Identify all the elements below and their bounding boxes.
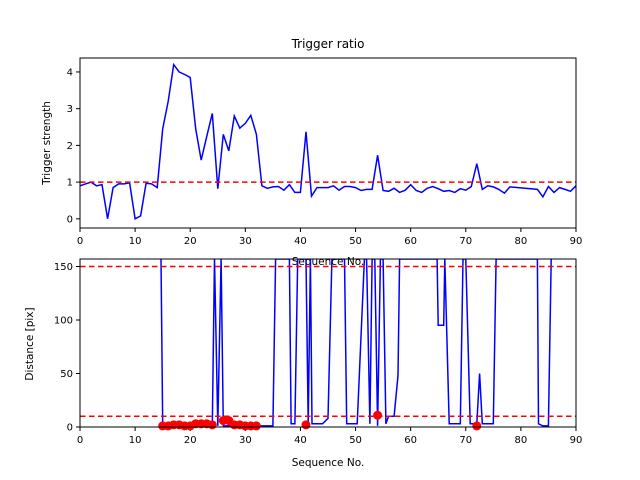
x-tick-label: 70 (459, 435, 472, 446)
x-tick-label: 10 (129, 236, 142, 247)
x-tick-label: 50 (349, 435, 362, 446)
x-ticks: 0 10 20 30 40 50 60 70 80 90 (77, 427, 583, 446)
distance-chart: Distance [pix] Sequence No. 0 10 20 30 40 50 6… (24, 258, 583, 469)
y-tick-label: 150 (54, 262, 73, 273)
data-point (373, 410, 383, 420)
y-tick-label: 4 (67, 67, 73, 78)
x-tick-label: 20 (184, 435, 197, 446)
plot-frame (79, 258, 577, 428)
x-tick-label: 60 (404, 236, 417, 247)
x-ticks: 0 10 20 30 40 50 60 70 80 90 (77, 228, 583, 247)
y-tick-label: 100 (54, 315, 73, 326)
x-tick-label: 0 (77, 435, 83, 446)
y-tick-label: 1 (67, 178, 73, 189)
chart-title: Trigger ratio (291, 37, 365, 51)
x-tick-label: 10 (129, 435, 142, 446)
data-point (301, 420, 311, 430)
plot-series (80, 62, 576, 220)
x-axis-label: Sequence No. (292, 457, 365, 469)
series-line (160, 259, 552, 427)
y-axis-label: Trigger strength (41, 101, 53, 186)
y-ticks: 0 1 2 3 4 (67, 67, 80, 225)
series-line (80, 62, 576, 220)
y-ticks: 0 50 100 150 (54, 262, 80, 434)
x-tick-label: 70 (459, 236, 472, 247)
x-tick-label: 30 (239, 236, 252, 247)
x-tick-label: 80 (515, 435, 528, 446)
data-point (472, 421, 482, 431)
plot-series (80, 259, 576, 431)
x-tick-label: 20 (184, 236, 197, 247)
plot-frame (79, 57, 577, 229)
x-tick-label: 30 (239, 435, 252, 446)
y-axis-label: Distance [pix] (24, 307, 36, 380)
data-point (251, 421, 261, 431)
x-tick-label: 90 (570, 435, 583, 446)
data-point (207, 420, 217, 430)
x-tick-label: 90 (570, 236, 583, 247)
x-tick-label: 40 (294, 435, 307, 446)
y-tick-label: 50 (60, 369, 73, 380)
x-tick-label: 40 (294, 236, 307, 247)
y-tick-label: 3 (67, 104, 73, 115)
x-tick-label: 80 (515, 236, 528, 247)
x-tick-label: 50 (349, 236, 362, 247)
x-tick-label: 60 (404, 435, 417, 446)
x-tick-label: 0 (77, 236, 83, 247)
y-tick-label: 0 (67, 423, 73, 434)
y-tick-label: 2 (67, 141, 73, 152)
y-tick-label: 0 (67, 214, 73, 225)
